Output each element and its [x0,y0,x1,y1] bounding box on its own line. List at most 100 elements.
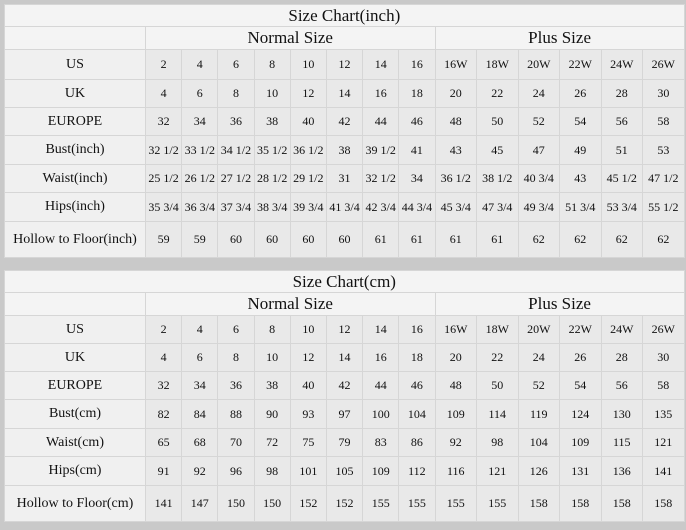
size-cell: 14 [362,315,400,344]
size-cell: 28 [600,79,643,108]
size-cell: 43 [434,135,477,165]
size-cell: 8 [217,79,255,108]
size-cell: 92 [181,456,219,486]
size-cell: 98 [476,428,519,457]
size-cell: 104 [517,428,560,457]
size-cell: 158 [559,485,602,522]
size-cell: 101 [289,456,327,486]
size-cell: 152 [325,485,364,522]
size-cell: 26W [642,49,685,80]
row-label: Waist(cm) [4,428,146,457]
row-label: Bust(inch) [4,135,146,165]
size-cell: 158 [517,485,560,522]
size-cell: 32 1/2 [362,164,400,193]
size-cell: 53 [642,135,685,165]
size-cell: 26 [559,79,602,108]
size-cell: 47 [517,135,560,165]
size-cell: 51 [600,135,643,165]
size-cell: 109 [559,428,602,457]
row-label: EUROPE [4,371,146,400]
size-cell: 18W [476,315,519,344]
row-label: Waist(inch) [4,164,146,193]
size-cell: 59 [144,221,183,258]
size-cell: 45 [476,135,519,165]
size-cell: 54 [559,371,602,400]
size-cell: 96 [217,456,255,486]
size-cell: 14 [325,343,364,372]
size-cell: 61 [434,221,477,258]
size-cell: 58 [642,371,685,400]
size-cell: 16W [434,315,477,344]
size-cell: 22 [476,343,519,372]
normal-size-header: Normal Size [145,26,436,50]
size-cell: 42 [325,371,364,400]
size-cell: 61 [476,221,519,258]
row-label: Hollow to Floor(cm) [4,485,146,522]
size-cell: 12 [289,343,327,372]
row-label: UK [4,79,146,108]
size-cell: 50 [476,107,519,136]
size-cell: 130 [600,399,643,429]
size-cell: 44 [362,371,400,400]
size-cell: 60 [325,221,364,258]
size-cell: 104 [398,399,436,429]
size-cell: 28 [600,343,643,372]
size-cell: 36 1/2 [434,164,477,193]
size-cell: 147 [181,485,219,522]
size-cell: 121 [642,428,685,457]
table-row: Hips(cm) 91 92 96 98 101 105 109 112 116 121 126 131… [4,456,685,486]
size-cell: 40 3/4 [517,164,560,193]
size-cell: 16 [398,315,436,344]
table-row: Hollow to Floor(cm) 141 147 150 150 152 152 155… [4,485,685,522]
size-cell: 52 [517,107,560,136]
size-cell: 152 [289,485,327,522]
size-cell: 135 [642,399,685,429]
size-cell: 116 [434,456,477,486]
size-cell: 48 [434,371,477,400]
size-cell: 4 [144,343,183,372]
size-cell: 49 [559,135,602,165]
size-cell: 34 [181,107,219,136]
size-cell: 56 [600,371,643,400]
size-cell: 30 [642,343,685,372]
size-cell: 109 [362,456,400,486]
size-cell: 62 [559,221,602,258]
size-cell: 155 [398,485,436,522]
size-cell: 26 [559,343,602,372]
size-cell: 38 [253,371,291,400]
size-cell: 26 1/2 [181,164,219,193]
size-cell: 45 3/4 [434,192,477,222]
size-cell: 100 [362,399,400,429]
size-cell: 20W [517,315,560,344]
chart-title: Size Chart(cm) [4,270,685,293]
size-cell: 8 [253,49,291,80]
size-cell: 158 [600,485,643,522]
size-cell: 44 3/4 [398,192,436,222]
size-cell: 38 1/2 [476,164,519,193]
size-cell: 12 [289,79,327,108]
size-cell: 54 [559,107,602,136]
size-cell: 6 [181,79,219,108]
size-cell: 60 [217,221,255,258]
size-table: Size Chart(cm) Normal Size Plus Size US 2 4 6 8… [4,270,685,522]
size-cell: 20 [434,343,477,372]
size-cell: 24W [600,315,643,344]
size-cell: 22W [559,315,602,344]
size-cell: 46 [398,371,436,400]
size-cell: 90 [253,399,291,429]
size-cell: 22 [476,79,519,108]
size-cell: 18 [398,343,436,372]
row-label: UK [4,343,146,372]
size-cell: 43 [559,164,602,193]
size-cell: 58 [642,107,685,136]
size-cell: 141 [144,485,183,522]
size-cell: 45 1/2 [600,164,643,193]
size-cell: 36 1/2 [289,135,327,165]
size-cell: 124 [559,399,602,429]
table-row: US 2 4 6 8 10 12 14 16 16W 18W 20W 22W 24W 26W [4,49,685,80]
size-cell: 62 [600,221,643,258]
size-cell: 115 [600,428,643,457]
size-cell: 91 [144,456,183,486]
size-cell: 51 3/4 [559,192,602,222]
table-row: Waist(inch) 25 1/2 26 1/2 27 1/2 28 1/2 29 1/… [4,164,685,193]
